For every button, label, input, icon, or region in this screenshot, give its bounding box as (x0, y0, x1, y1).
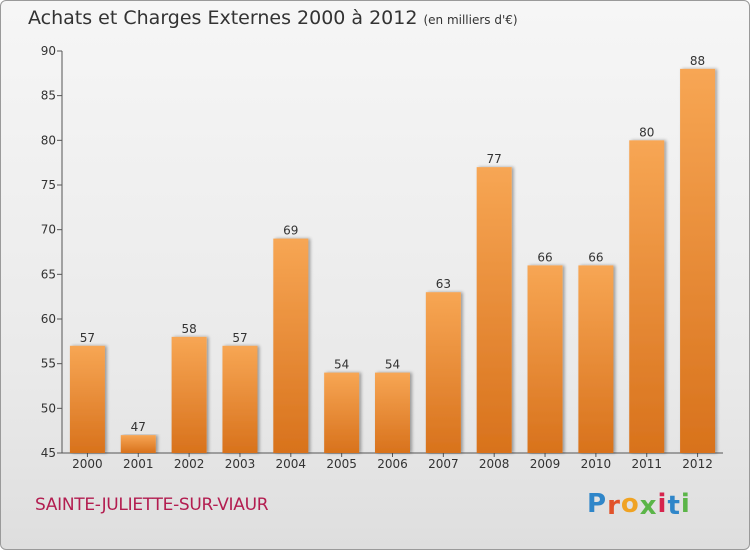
value-label-2006: 54 (385, 358, 400, 372)
value-label-2007: 63 (436, 277, 451, 291)
value-label-2005: 54 (334, 358, 349, 372)
value-label-2000: 57 (80, 331, 95, 345)
x-tick-label-2012: 2012 (682, 457, 713, 471)
y-tick-label: 90 (41, 44, 56, 58)
logo-letter: o (620, 489, 640, 519)
bar-2012 (680, 68, 716, 453)
bar-2011 (629, 140, 665, 454)
logo-letter: t (667, 491, 681, 521)
x-tick-label-2009: 2009 (530, 457, 561, 471)
bar-2001 (120, 435, 156, 453)
bar-2003 (222, 345, 258, 453)
bar-2000 (69, 345, 105, 453)
logo-letter: x (639, 491, 658, 521)
bar-2002 (171, 336, 207, 453)
y-tick-label: 85 (41, 89, 56, 103)
logo-letter: i (680, 489, 691, 519)
bar-2007 (425, 292, 461, 453)
bar-2010 (578, 265, 614, 453)
logo-letter: r (607, 491, 621, 521)
x-tick-label-2002: 2002 (174, 457, 205, 471)
commune-name: SAINTE-JULIETTE-SUR-VIAUR (35, 495, 269, 515)
logo-letter: i (657, 489, 668, 519)
y-tick-label: 55 (41, 357, 56, 371)
y-tick-label: 65 (41, 267, 56, 281)
chart-unit-note: (en milliers d'€) (423, 13, 518, 27)
bar-2006 (375, 372, 410, 453)
x-tick-label-2005: 2005 (326, 457, 357, 471)
y-tick-label: 80 (41, 133, 56, 147)
bar-2009 (527, 265, 563, 453)
x-tick-label-2007: 2007 (428, 457, 459, 471)
value-label-2004: 69 (283, 224, 298, 238)
value-label-2001: 47 (131, 420, 146, 434)
y-tick-label: 45 (41, 446, 56, 460)
x-tick-label-2003: 2003 (225, 457, 256, 471)
x-tick-label-2008: 2008 (479, 457, 510, 471)
logo-letter: P (587, 489, 608, 519)
x-tick-label-2010: 2010 (581, 457, 612, 471)
value-label-2010: 66 (588, 250, 603, 264)
x-tick-label-2000: 2000 (72, 457, 103, 471)
x-tick-label-2011: 2011 (631, 457, 662, 471)
x-tick-label-2001: 2001 (123, 457, 154, 471)
value-label-2002: 58 (181, 322, 196, 336)
bar-2008 (476, 167, 512, 453)
data-labels: 57 47 58 57 69 54 54 63 77 66 66 80 88 (80, 54, 705, 434)
bar-2005 (324, 372, 360, 453)
y-tick-label: 70 (41, 223, 56, 237)
bars (69, 68, 716, 454)
y-tick-label: 75 (41, 178, 56, 192)
y-tick-label: 50 (41, 401, 56, 415)
chart-title: Achats et Charges Externes 2000 à 2012 (28, 7, 418, 29)
proxiti-logo: Proxiti (587, 489, 691, 521)
value-label-2011: 80 (639, 125, 654, 139)
value-label-2012: 88 (690, 54, 705, 68)
chart-title-block: Achats et Charges Externes 2000 à 2012 (e… (28, 7, 518, 29)
value-label-2008: 77 (487, 152, 502, 166)
bar-2004 (273, 238, 309, 453)
value-label-2003: 57 (232, 331, 247, 345)
x-tick-label-2004: 2004 (276, 457, 307, 471)
x-tick-label-2006: 2006 (377, 457, 408, 471)
y-tick-label: 60 (41, 312, 56, 326)
value-label-2009: 66 (537, 250, 552, 264)
